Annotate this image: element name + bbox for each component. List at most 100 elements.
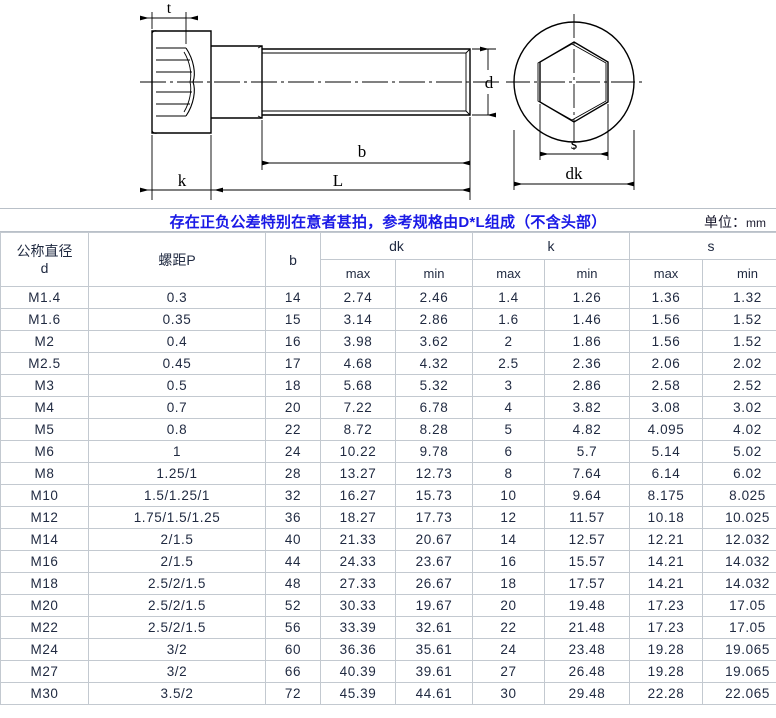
cell-s-max: 8.175 [629,484,704,507]
cell-k-min: 4.82 [544,418,631,441]
cell-dk-max: 3.14 [320,308,396,331]
cell-b: 18 [265,374,321,397]
cell-dk-min: 26.67 [394,572,474,595]
cell-b: 22 [265,418,321,441]
cell-d: M2 [0,330,89,353]
dimension-t [140,12,198,44]
cell-k-min: 7.64 [544,462,631,485]
cell-b: 36 [265,506,321,529]
cell-d: M22 [0,616,89,639]
cell-p: 0.5 [88,374,266,397]
cell-dk-min: 2.86 [394,308,474,331]
cell-s-max: 14.21 [629,550,704,573]
cell-s-min: 6.02 [702,462,776,485]
cell-d: M5 [0,418,89,441]
cell-b: 56 [265,616,321,639]
header-dk-max: max [320,259,396,287]
cell-k-max: 18 [472,572,546,595]
dimension-d [472,46,496,118]
cell-b: 52 [265,594,321,617]
cell-b: 20 [265,396,321,419]
cell-p: 0.7 [88,396,266,419]
cell-dk-max: 30.33 [320,594,396,617]
header-nominal-diameter-line2: d [40,259,49,276]
cell-d: M1.4 [0,286,89,309]
cell-k-min: 19.48 [544,594,631,617]
cell-d: M16 [0,550,89,573]
cell-b: 17 [265,352,321,375]
dimension-label-s: s [571,134,578,153]
spec-note-text: 存在正负公差特别在意者甚拍，参考规格由D*L组成（不含头部） [169,214,607,231]
cell-s-max: 1.36 [629,286,704,309]
cell-k-min: 1.26 [544,286,631,309]
cell-d: M8 [0,462,89,485]
cell-dk-min: 3.62 [394,330,474,353]
cell-dk-min: 39.61 [394,660,474,683]
cell-k-max: 22 [472,616,546,639]
cell-d: M4 [0,396,89,419]
dimension-label-L: L [333,171,343,190]
cell-k-min: 17.57 [544,572,631,595]
cell-s-min: 8.025 [702,484,776,507]
cell-d: M27 [0,660,89,683]
cell-k-min: 15.57 [544,550,631,573]
table-row: M18 2.5/2/1.5 48 27.33 26.67 18 17.57 14.21 14.0… [0,572,776,595]
dimension-label-dk: dk [566,164,584,183]
cell-b: 44 [265,550,321,573]
cell-k-max: 8 [472,462,546,485]
cell-b: 72 [265,682,321,705]
cell-d: M6 [0,440,89,463]
table-row: M22 2.5/2/1.5 56 33.39 32.61 22 21.48 17.23 17.0… [0,616,776,639]
cell-s-min: 17.05 [702,616,776,639]
cell-k-max: 6 [472,440,546,463]
cell-s-min: 10.025 [702,506,776,529]
cell-s-min: 3.02 [702,396,776,419]
table-row: M20 2.5/2/1.5 52 30.33 19.67 20 19.48 17.23 17.0… [0,594,776,617]
cell-d: M3 [0,374,89,397]
cell-k-max: 14 [472,528,546,551]
cell-k-min: 3.82 [544,396,631,419]
cell-k-min: 11.57 [544,506,631,529]
cell-k-max: 1.6 [472,308,546,331]
cell-s-min: 1.32 [702,286,776,309]
cell-s-min: 14.032 [702,550,776,573]
cell-dk-max: 3.98 [320,330,396,353]
cell-dk-min: 35.61 [394,638,474,661]
cell-d: M20 [0,594,89,617]
cell-k-min: 1.46 [544,308,631,331]
cell-dk-min: 5.32 [394,374,474,397]
header-pitch: 螺距P [88,232,266,287]
cell-k-max: 30 [472,682,546,705]
cell-k-min: 26.48 [544,660,631,683]
cell-s-max: 10.18 [629,506,704,529]
header-k: k [472,232,631,260]
cell-b: 48 [265,572,321,595]
dimension-L [152,117,471,200]
specification-table: 公称直径 d 螺距P b dk k s t max min max min ma… [0,232,776,705]
cell-s-max: 22.28 [629,682,704,705]
cell-dk-max: 4.68 [320,352,396,375]
cell-d: M30 [0,682,89,705]
header-dk-min: min [394,259,474,287]
cell-k-min: 29.48 [544,682,631,705]
screw-head-outline [151,30,212,134]
cell-k-max: 5 [472,418,546,441]
cell-k-min: 23.48 [544,638,631,661]
cell-k-min: 1.86 [544,330,631,353]
cell-s-min: 4.02 [702,418,776,441]
cell-dk-min: 8.28 [394,418,474,441]
cell-p: 2/1.5 [88,550,266,573]
cell-k-min: 2.86 [544,374,631,397]
cell-b: 16 [265,330,321,353]
cell-p: 2.5/2/1.5 [88,594,266,617]
end-view-centerlines [506,14,644,152]
cell-b: 15 [265,308,321,331]
